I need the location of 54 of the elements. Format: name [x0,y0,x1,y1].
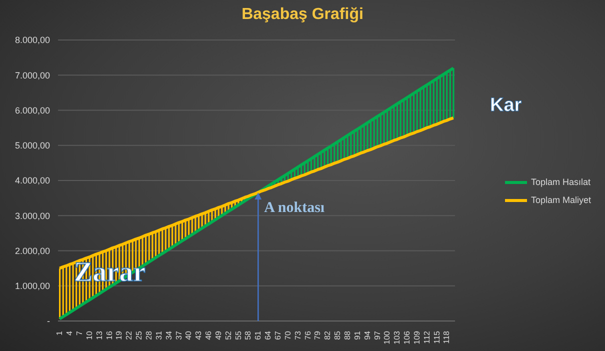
x-tick-label: 79 [313,330,322,340]
x-tick-label: 82 [323,330,332,340]
y-tick-label: 4.000,00 [14,176,50,186]
x-tick-label: 16 [104,330,114,340]
x-tick-label: 115 [432,330,442,344]
x-tick-label: 103 [392,330,402,344]
chart-title: Başabaş Grafiği [240,6,364,24]
y-tick-label: 5.000,00 [14,140,50,151]
x-tick-label: 25 [134,330,144,340]
x-tick-label: 76 [303,330,312,340]
x-tick-label: 97 [372,330,382,340]
x-tick-label: 22 [124,330,134,340]
x-tick-label: 118 [442,330,452,344]
x-tick-label: 94 [362,330,372,340]
x-tick-label: 13 [94,330,104,340]
x-tick-label: 28 [144,330,154,340]
x-tick-label: 31 [154,330,164,340]
x-tick-label: 64 [264,330,273,340]
y-tick-label: 1.000,00 [14,281,50,292]
x-tick-label: 61 [254,330,263,340]
x-tick-label: 109 [412,330,422,344]
y-tick-label: 2.000,00 [14,246,50,256]
x-tick-label: 91 [352,330,362,340]
x-tick-label: 67 [274,330,283,340]
x-tick-label: 106 [402,330,412,344]
y-tick-label: 8.000,00 [14,35,50,46]
x-tick-label: 73 [293,330,302,340]
x-tick-label: 52 [224,330,233,340]
x-tick-label: 4 [65,330,74,336]
x-tick-label: 10 [84,330,94,340]
x-tick-label: 43 [194,330,204,340]
x-tick-label: 7 [75,330,84,336]
x-tick-label: 112 [422,330,432,344]
x-tick-label: 85 [333,330,342,340]
x-tick-label: 34 [164,330,174,340]
x-tick-label: 19 [114,330,124,340]
y-tick-label: 3.000,00 [14,210,50,221]
x-tick-label: 100 [382,330,392,344]
x-tick-label: 88 [342,330,352,340]
x-tick-label: 37 [174,330,184,340]
annotation: A noktası [264,200,325,218]
legend-label: Toplam Hasılat [531,176,591,189]
x-tick-label: 58 [244,330,253,340]
x-tick-label: 49 [214,330,223,340]
legend-label: Toplam Maliyet [531,194,592,207]
y-tick-label: 6.000,00 [14,105,50,116]
x-tick-label: 46 [204,330,214,340]
y-tick-label: - [47,316,50,326]
y-tick-label: 7.000,00 [14,70,50,80]
x-tick-label: 55 [234,330,243,340]
x-tick-label: 1 [55,330,64,336]
x-tick-label: 40 [184,330,194,340]
x-tick-label: 70 [283,330,292,340]
text: Kar [490,95,522,117]
